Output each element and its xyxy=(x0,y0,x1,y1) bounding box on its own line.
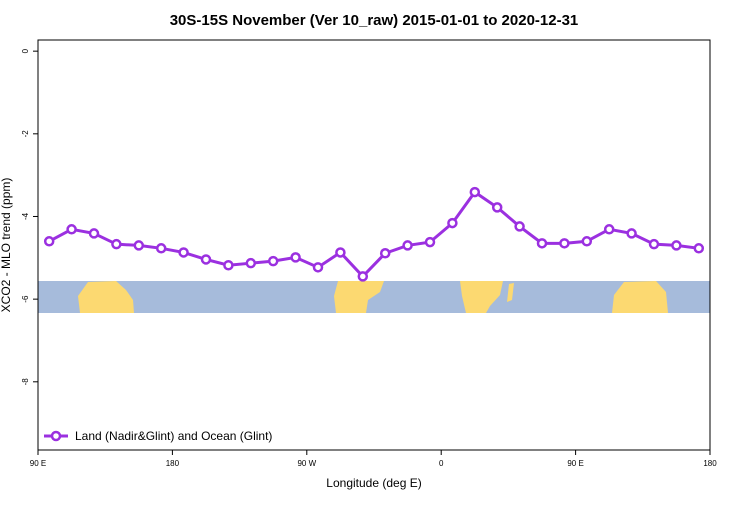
data-point xyxy=(536,238,548,249)
data-point xyxy=(155,243,167,254)
data-point xyxy=(379,248,391,259)
marks xyxy=(43,186,705,282)
x-tick-label: 0 xyxy=(439,459,444,468)
data-point xyxy=(66,224,77,235)
data-point xyxy=(43,236,55,247)
data-point xyxy=(133,240,145,251)
y-tick-label: -6 xyxy=(21,295,30,303)
y-tick-label: -8 xyxy=(21,378,30,386)
data-point xyxy=(491,202,503,213)
data-point xyxy=(648,238,660,250)
plot-area xyxy=(38,40,710,450)
data-point xyxy=(671,240,682,251)
x-tick-label: 180 xyxy=(166,459,180,468)
data-point xyxy=(290,252,301,263)
data-point xyxy=(603,224,615,235)
data-point xyxy=(178,247,189,258)
data-point xyxy=(693,243,705,254)
data-point xyxy=(312,262,324,273)
data-point xyxy=(626,228,637,239)
data-point xyxy=(447,217,458,229)
y-tick-label: 0 xyxy=(21,48,30,53)
data-point xyxy=(200,254,212,265)
data-point xyxy=(559,238,570,249)
data-point xyxy=(357,271,369,282)
map-band xyxy=(38,281,710,313)
y-tick-label: -4 xyxy=(21,212,30,220)
data-point xyxy=(581,236,593,247)
chart-title: 30S-15S November (Ver 10_raw) 2015-01-01… xyxy=(170,12,579,29)
plot-frame xyxy=(37,39,711,451)
data-point xyxy=(111,238,122,250)
data-point xyxy=(335,247,346,258)
y-tick-label: -2 xyxy=(21,130,30,138)
data-point xyxy=(424,236,436,248)
data-point xyxy=(267,255,279,267)
data-point xyxy=(469,186,481,198)
x-tick-label: 90 E xyxy=(30,459,46,468)
data-point xyxy=(88,228,100,239)
x-tick-label: 180 xyxy=(703,459,717,468)
legend-label: Land (Nadir&Glint) and Ocean (Glint) xyxy=(75,429,272,443)
x-axis-label: Longitude (deg E) xyxy=(326,476,421,490)
data-point xyxy=(223,260,234,271)
y-axis-label: XCO2 - MLO trend (ppm) xyxy=(0,178,13,313)
data-point xyxy=(514,221,525,232)
legend-marker xyxy=(50,430,62,442)
x-tick-label: 90 E xyxy=(567,459,583,468)
data-point xyxy=(245,257,257,269)
data-point xyxy=(402,240,413,251)
x-tick-label: 90 W xyxy=(297,459,316,468)
